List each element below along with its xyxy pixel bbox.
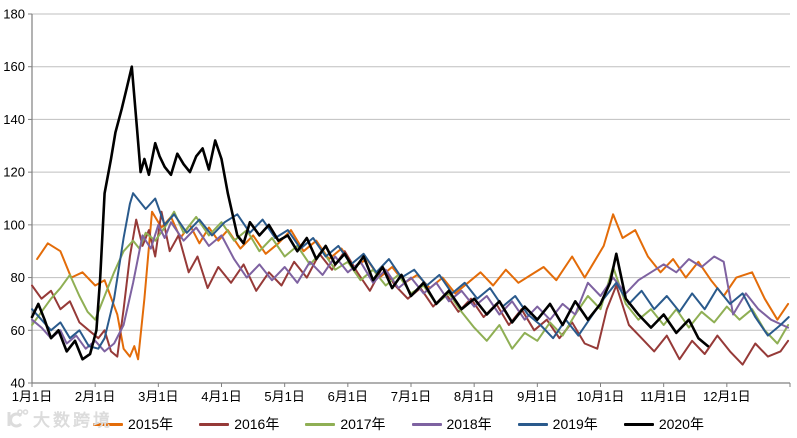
legend: 2015年 2016年 2017年 2018年 2019年 2020年 xyxy=(0,413,797,435)
watermark-text: 大数跨境 xyxy=(33,411,113,430)
x-axis-label: 7月1日 xyxy=(391,389,431,404)
legend-swatch xyxy=(305,422,336,426)
y-axis-label: 40 xyxy=(11,376,25,391)
series-line-2016年 xyxy=(31,210,790,366)
y-axis-label: 80 xyxy=(11,270,25,285)
legend-swatch xyxy=(517,422,548,426)
x-axis-label: 9月1日 xyxy=(517,389,557,404)
y-axis-label: 160 xyxy=(3,59,25,74)
x-axis-label: 5月1日 xyxy=(264,389,304,404)
x-axis-label: 4月1日 xyxy=(201,389,241,404)
y-axis-label: 60 xyxy=(11,323,25,338)
x-axis-label: 10月1日 xyxy=(577,389,625,404)
legend-label: 2018年 xyxy=(446,416,492,432)
x-axis-label: 12月1日 xyxy=(703,389,751,404)
legend-swatch xyxy=(411,422,442,426)
legend-swatch xyxy=(199,422,230,426)
watermark: 大数跨境 xyxy=(5,406,113,431)
legend-label: 2019年 xyxy=(552,416,598,432)
legend-item-2018年: 2018年 xyxy=(411,416,492,432)
x-axis-label: 11月1日 xyxy=(640,389,687,404)
x-axis-label: 6月1日 xyxy=(328,389,368,404)
legend-label: 2016年 xyxy=(234,416,280,432)
legend-label: 2020年 xyxy=(658,416,704,432)
y-axis-label: 120 xyxy=(3,165,25,180)
y-axis-label: 180 xyxy=(3,7,25,22)
x-axis-label: 2月1日 xyxy=(75,389,115,404)
series-line-2020年 xyxy=(30,65,710,361)
x-axis-label: 1月1日 xyxy=(12,389,52,404)
legend-swatch xyxy=(93,422,124,426)
y-axis-label: 100 xyxy=(3,217,25,232)
line-chart: 40 60 80 100 120 140 160 180 1月1日 2月1日 3月1日 4月1日 5月1… xyxy=(3,7,791,404)
legend-item-2017年: 2017年 xyxy=(305,416,386,432)
legend-item-2020年: 2020年 xyxy=(623,416,704,432)
legend-swatch xyxy=(623,422,654,426)
dashu-logo-icon xyxy=(7,408,29,427)
series-line-2018年 xyxy=(31,221,790,353)
legend-label: 2015年 xyxy=(128,416,174,432)
y-axis-label: 140 xyxy=(3,112,25,127)
x-axis-label: 8月1日 xyxy=(454,389,494,404)
x-axis-label: 3月1日 xyxy=(138,389,178,404)
legend-item-2019年: 2019年 xyxy=(517,416,598,432)
legend-item-2016年: 2016年 xyxy=(199,417,279,431)
legend-item-2015年: 2015年 xyxy=(93,417,173,431)
series-line-2019年 xyxy=(31,192,790,350)
legend-label: 2017年 xyxy=(340,416,386,432)
